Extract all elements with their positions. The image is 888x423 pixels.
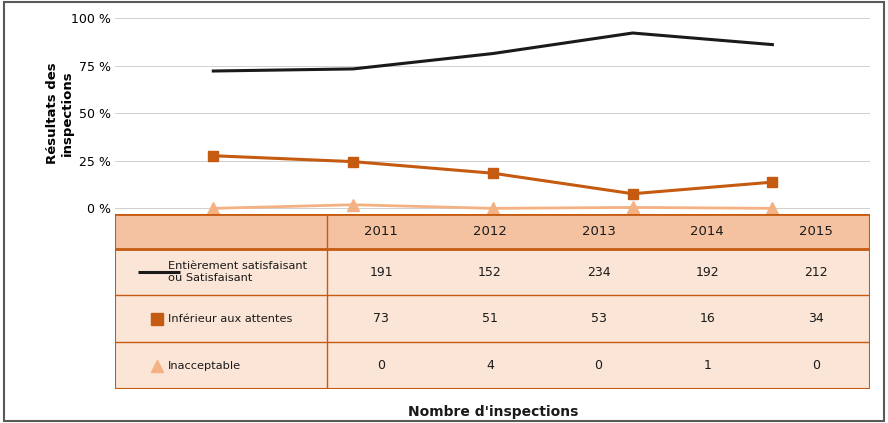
Text: Nombre d'inspections: Nombre d'inspections — [408, 405, 578, 419]
Text: 34: 34 — [808, 312, 824, 325]
Text: 2015: 2015 — [799, 225, 833, 238]
Text: 212: 212 — [804, 266, 828, 279]
Text: 0: 0 — [594, 359, 603, 372]
Y-axis label: Résultats des
inspections: Résultats des inspections — [45, 63, 74, 164]
Text: 152: 152 — [478, 266, 502, 279]
Text: 192: 192 — [695, 266, 719, 279]
Bar — [115, 249, 870, 296]
Text: 0: 0 — [377, 359, 385, 372]
Text: 1: 1 — [703, 359, 711, 372]
Text: 2011: 2011 — [364, 225, 398, 238]
Text: Inférieur aux attentes: Inférieur aux attentes — [168, 314, 293, 324]
Bar — [115, 342, 870, 389]
Text: 191: 191 — [369, 266, 393, 279]
Text: Inacceptable: Inacceptable — [168, 360, 242, 371]
Text: 2012: 2012 — [473, 225, 507, 238]
Text: 4: 4 — [486, 359, 494, 372]
Text: 16: 16 — [700, 312, 715, 325]
Text: Entièrement satisfaisant
ou Satisfaisant: Entièrement satisfaisant ou Satisfaisant — [168, 261, 307, 283]
Bar — [115, 214, 870, 249]
Text: 2014: 2014 — [690, 225, 724, 238]
Text: 73: 73 — [373, 312, 389, 325]
Text: 51: 51 — [482, 312, 498, 325]
Text: 53: 53 — [591, 312, 607, 325]
Text: 2013: 2013 — [582, 225, 615, 238]
Text: 0: 0 — [812, 359, 820, 372]
Bar — [115, 296, 870, 342]
Text: 234: 234 — [587, 266, 610, 279]
